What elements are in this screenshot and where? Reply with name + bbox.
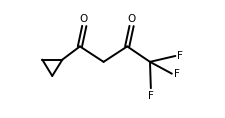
Text: O: O: [126, 14, 135, 24]
Text: F: F: [177, 51, 182, 61]
Text: F: F: [173, 69, 179, 79]
Text: F: F: [147, 91, 153, 101]
Text: O: O: [79, 14, 88, 24]
